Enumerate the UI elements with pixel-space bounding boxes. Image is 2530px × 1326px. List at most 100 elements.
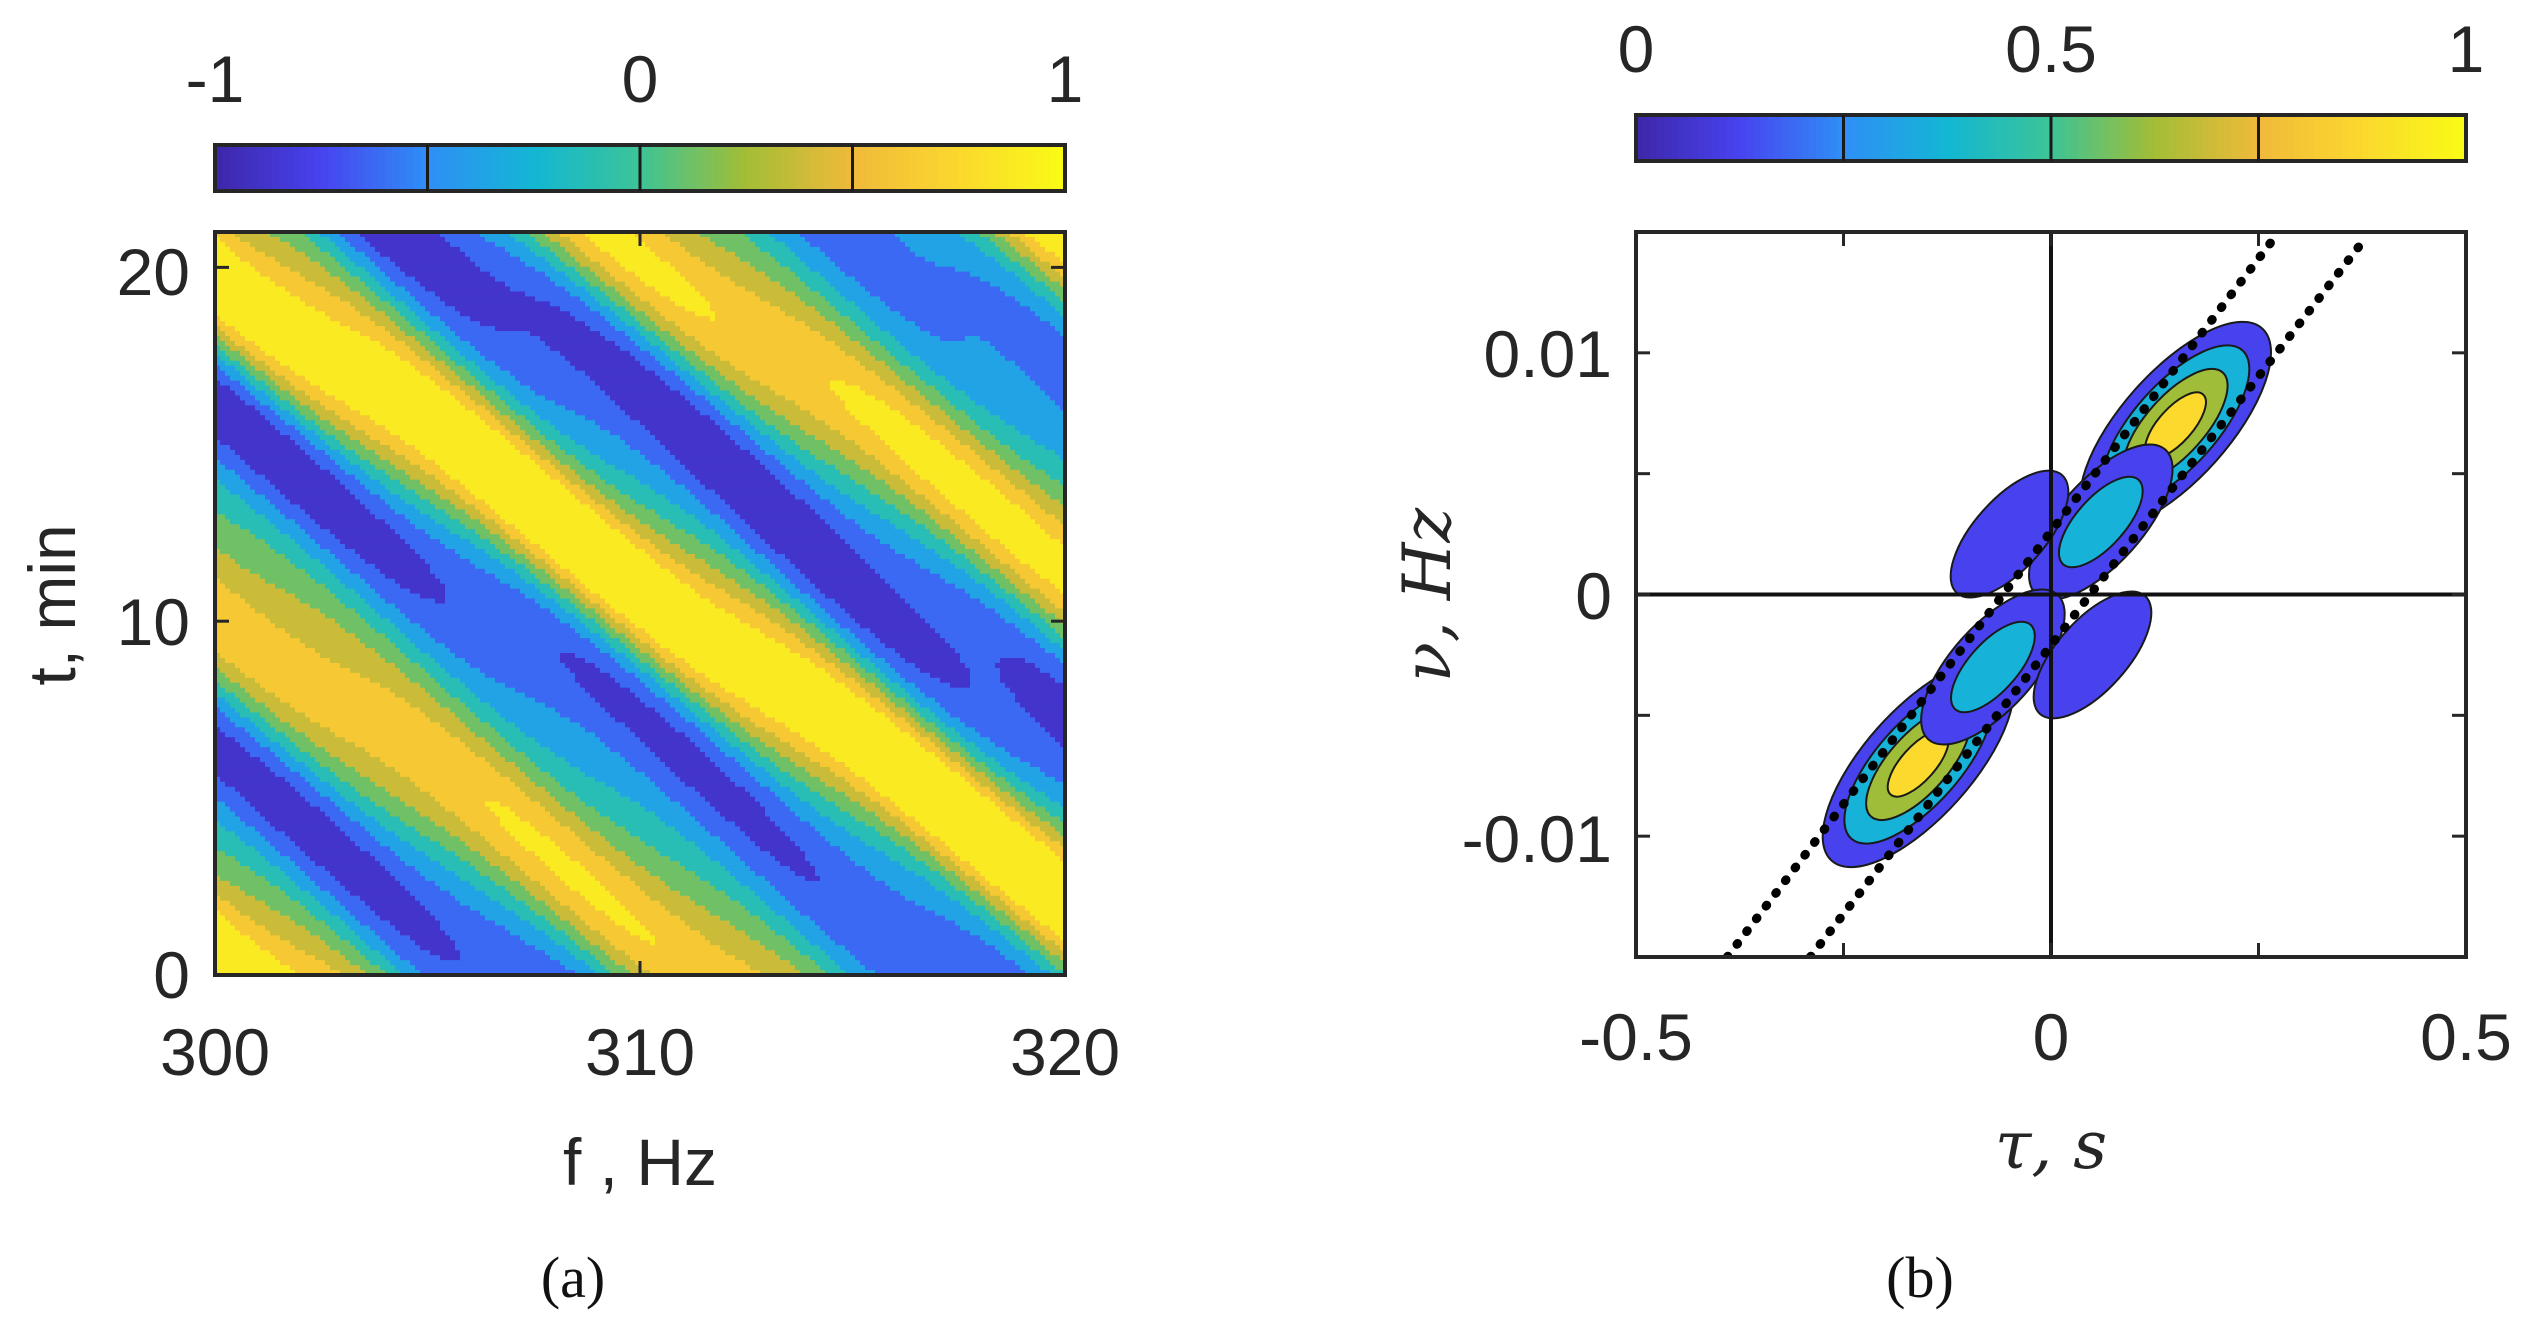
heatmap-cell <box>475 242 481 248</box>
heatmap-cell <box>595 237 601 243</box>
heatmap-cell <box>1005 237 1011 243</box>
heatmap-cell <box>880 257 886 263</box>
heatmap-cell <box>540 282 546 288</box>
heatmap-cell <box>615 272 621 278</box>
heatmap-cell <box>230 247 236 253</box>
heatmap-cell <box>760 237 766 243</box>
heatmap-cell <box>225 247 231 253</box>
heatmap-cell <box>640 282 646 288</box>
heatmap-cell <box>660 242 666 248</box>
heatmap-cell <box>900 242 906 248</box>
heatmap-cell <box>630 247 636 253</box>
heatmap-cell <box>355 252 361 258</box>
heatmap-cell <box>545 252 551 258</box>
colorbar-a-color-segment <box>916 145 924 191</box>
heatmap-cell <box>365 257 371 263</box>
heatmap-cell <box>685 282 691 288</box>
heatmap-cell <box>420 252 426 258</box>
heatmap-cell <box>990 262 996 268</box>
heatmap-cell <box>660 277 666 283</box>
heatmap-cell <box>845 252 851 258</box>
heatmap-cell <box>575 277 581 283</box>
heatmap-cell <box>880 262 886 268</box>
heatmap-cell <box>945 242 951 248</box>
heatmap-cell <box>430 252 436 258</box>
heatmap-cell <box>900 262 906 268</box>
heatmap-cell <box>530 267 536 273</box>
heatmap-cell <box>520 262 526 268</box>
heatmap-cell <box>535 267 541 273</box>
heatmap-cell <box>490 242 496 248</box>
heatmap-cell <box>405 247 411 253</box>
heatmap-cell <box>325 282 331 288</box>
heatmap-cell <box>350 262 356 268</box>
heatmap-cell <box>340 272 346 278</box>
heatmap-cell <box>1035 262 1041 268</box>
heatmap-cell <box>925 277 931 283</box>
heatmap-cell <box>875 262 881 268</box>
heatmap-cell <box>605 272 611 278</box>
heatmap-cell <box>830 242 836 248</box>
heatmap-cell <box>625 262 631 268</box>
heatmap-cell <box>630 282 636 288</box>
heatmap-cell <box>990 282 996 288</box>
heatmap-cell <box>375 282 381 288</box>
heatmap-cell <box>230 286 236 292</box>
heatmap-cell <box>675 277 681 283</box>
heatmap-cell <box>820 282 826 288</box>
heatmap-cell <box>770 257 776 263</box>
heatmap-cell <box>380 252 386 258</box>
heatmap-cell <box>945 272 951 278</box>
heatmap-cell <box>890 262 896 268</box>
heatmap-cell <box>970 237 976 243</box>
heatmap-cell <box>730 267 736 273</box>
heatmap-cell <box>710 277 716 283</box>
heatmap-cell <box>640 257 646 263</box>
heatmap-cell <box>950 242 956 248</box>
heatmap-cell <box>1025 282 1031 288</box>
heatmap-cell <box>995 262 1001 268</box>
heatmap-cell <box>625 282 631 288</box>
colorbar-a-color-segment <box>314 145 322 191</box>
heatmap-cell <box>460 242 466 248</box>
heatmap-cell <box>450 262 456 268</box>
heatmap-cell <box>870 242 876 248</box>
heatmap-cell <box>940 262 946 268</box>
heatmap-cell <box>830 252 836 258</box>
heatmap-cell <box>590 267 596 273</box>
heatmap-cell <box>295 252 301 258</box>
heatmap-cell <box>375 272 381 278</box>
heatmap-cell <box>975 277 981 283</box>
heatmap-cell <box>940 277 946 283</box>
heatmap-cell <box>820 262 826 268</box>
heatmap-cell <box>795 242 801 248</box>
heatmap-cell <box>220 237 226 243</box>
heatmap-cell <box>440 277 446 283</box>
heatmap-cell <box>235 282 241 288</box>
heatmap-cell <box>780 282 786 288</box>
heatmap-cell <box>890 257 896 263</box>
heatmap-cell <box>560 257 566 263</box>
heatmap-cell <box>490 247 496 253</box>
heatmap-cell <box>340 242 346 248</box>
heatmap-cell <box>365 252 371 258</box>
heatmap-cell <box>420 257 426 263</box>
heatmap-cell <box>500 247 506 253</box>
heatmap-cell <box>395 262 401 268</box>
heatmap-cell <box>250 282 256 288</box>
heatmap-cell <box>550 257 556 263</box>
heatmap-cell <box>725 267 731 273</box>
heatmap-cell <box>685 247 691 253</box>
heatmap-cell <box>600 262 606 268</box>
heatmap-cell <box>335 242 341 248</box>
heatmap-cell <box>485 277 491 283</box>
heatmap-cell <box>820 242 826 248</box>
heatmap-cell <box>335 257 341 263</box>
heatmap-cell <box>305 242 311 248</box>
heatmap-cell <box>620 242 626 248</box>
heatmap-cell <box>585 272 591 278</box>
heatmap-cell <box>540 247 546 253</box>
heatmap-cell <box>960 252 966 258</box>
heatmap-cell <box>750 252 756 258</box>
heatmap-cell <box>270 252 276 258</box>
